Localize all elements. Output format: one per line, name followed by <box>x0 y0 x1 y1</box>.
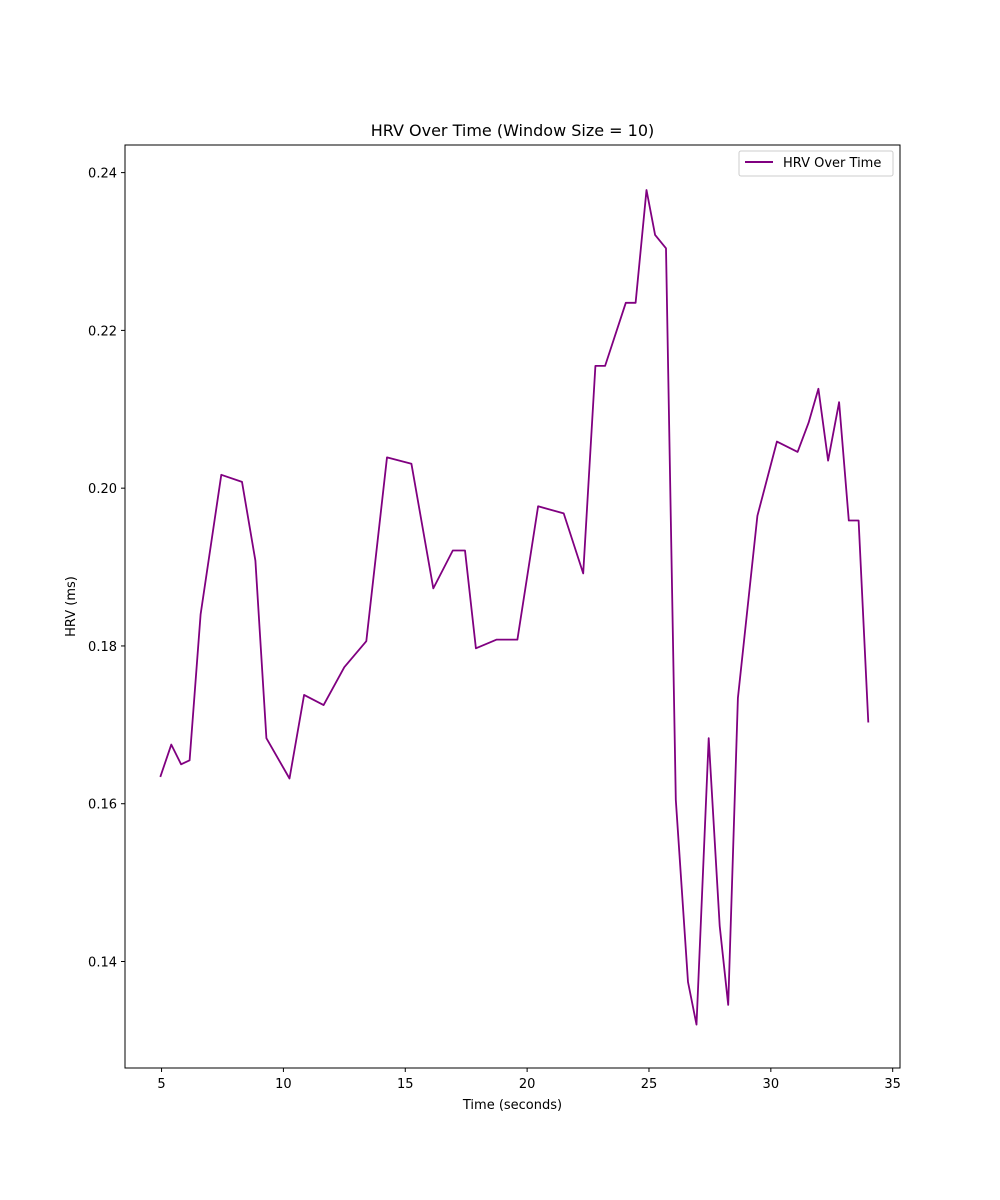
x-axis-label: Time (seconds) <box>462 1098 562 1113</box>
legend-box <box>738 150 894 177</box>
series-line-0 <box>159 189 870 1026</box>
y-tick-label-3: 0.20 <box>88 482 117 497</box>
y-tick-label-4: 0.22 <box>88 324 117 339</box>
y-axis-label: HRV (ms) <box>64 576 79 637</box>
y-tick-label-1: 0.16 <box>88 798 117 813</box>
plot-area: 5 10 15 20 25 30 35 0.14 0.16 0.18 0.20 0.22 0.24 <box>88 144 901 1092</box>
x-tick-label-10: 10 <box>275 1077 292 1092</box>
chart-title: HRV Over Time (Window Size = 10) <box>371 121 655 140</box>
x-tick-label-30: 30 <box>763 1077 780 1092</box>
axes-frame <box>124 144 901 1069</box>
y-tick-label-0: 0.14 <box>88 956 117 971</box>
y-tick-label-2: 0.18 <box>88 640 117 655</box>
x-tick-label-20: 20 <box>519 1077 536 1092</box>
x-tick-label-35: 35 <box>884 1077 901 1092</box>
legend-entry-label: HRV Over Time <box>783 156 881 171</box>
x-tick-label-25: 25 <box>641 1077 658 1092</box>
y-tick-label-5: 0.24 <box>88 167 117 182</box>
x-tick-label-15: 15 <box>397 1077 414 1092</box>
x-tick-label-5: 5 <box>157 1077 165 1092</box>
legend: HRV Over Time <box>738 150 894 177</box>
